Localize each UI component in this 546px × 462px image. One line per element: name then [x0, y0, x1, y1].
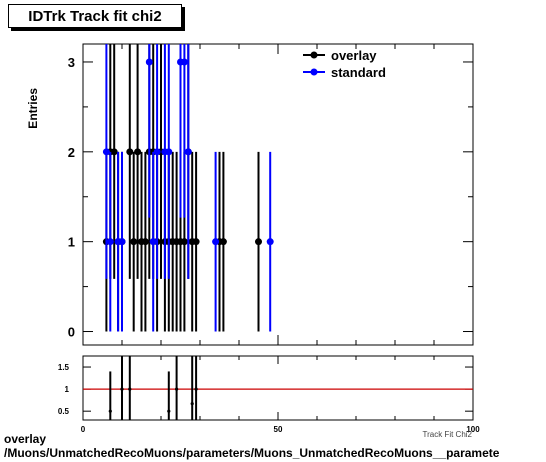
standard-point [102, 148, 110, 156]
standard-point [184, 148, 192, 156]
ratio-x-tick-label: 0 [81, 425, 86, 434]
y-tick-label: 1 [68, 235, 75, 250]
legend-label-overlay: overlay [331, 48, 377, 63]
overlay-point [110, 148, 118, 156]
ratio-y-tick-label: 1.5 [58, 363, 70, 372]
legend-label-standard: standard [331, 65, 386, 80]
overlay-point [141, 238, 149, 246]
main-plot-layer: 0 1 2 3 overlay standard [68, 44, 474, 345]
overlay-point [219, 238, 227, 246]
ratio-point [120, 387, 124, 391]
y-tick-label: 0 [68, 325, 75, 340]
standard-point [165, 148, 173, 156]
chart-title: IDTrk Track fit chi2 [28, 8, 162, 25]
standard-point [149, 238, 157, 246]
ratio-x-tick-label: 100 [466, 425, 480, 434]
ratio-point [194, 387, 198, 391]
footer-line-1: overlay [4, 432, 47, 446]
legend-marker-overlay [310, 51, 318, 59]
standard-point [118, 238, 126, 246]
overlay-point [134, 148, 142, 156]
ratio-point [175, 387, 179, 391]
overlay-point [192, 238, 200, 246]
overlay-point [180, 238, 188, 246]
x-axis-label: Track Fit Chi2 [423, 430, 473, 439]
overlay-point [126, 148, 134, 156]
ratio-x-tick-label: 50 [274, 425, 283, 434]
chart-title-box: IDTrk Track fit chi2 [8, 4, 182, 28]
standard-point [106, 238, 114, 246]
ratio-point [190, 402, 194, 406]
ratio-y-tick-label: 1 [65, 385, 70, 394]
y-tick-label: 2 [68, 145, 75, 160]
ratio-plot-frame [82, 355, 474, 421]
y-axis-label: Entries [26, 88, 40, 129]
legend-marker-standard [310, 68, 318, 76]
ratio-point [128, 387, 132, 391]
y-tick-label: 3 [68, 55, 75, 70]
footer-line-2: /Muons/UnmatchedRecoMuons/parameters/Muo… [4, 446, 500, 460]
standard-point [212, 238, 220, 246]
standard-point [153, 148, 161, 156]
standard-point [145, 58, 153, 66]
ratio-plot-layer: 0.5 1 1.5 0 50 100 [58, 356, 480, 434]
ratio-point [167, 409, 171, 413]
overlay-point [255, 238, 262, 246]
overlay-point [130, 238, 138, 246]
standard-point [266, 238, 274, 246]
ratio-y-tick-label: 0.5 [58, 407, 70, 416]
ratio-point [108, 409, 112, 413]
standard-point [180, 58, 188, 66]
